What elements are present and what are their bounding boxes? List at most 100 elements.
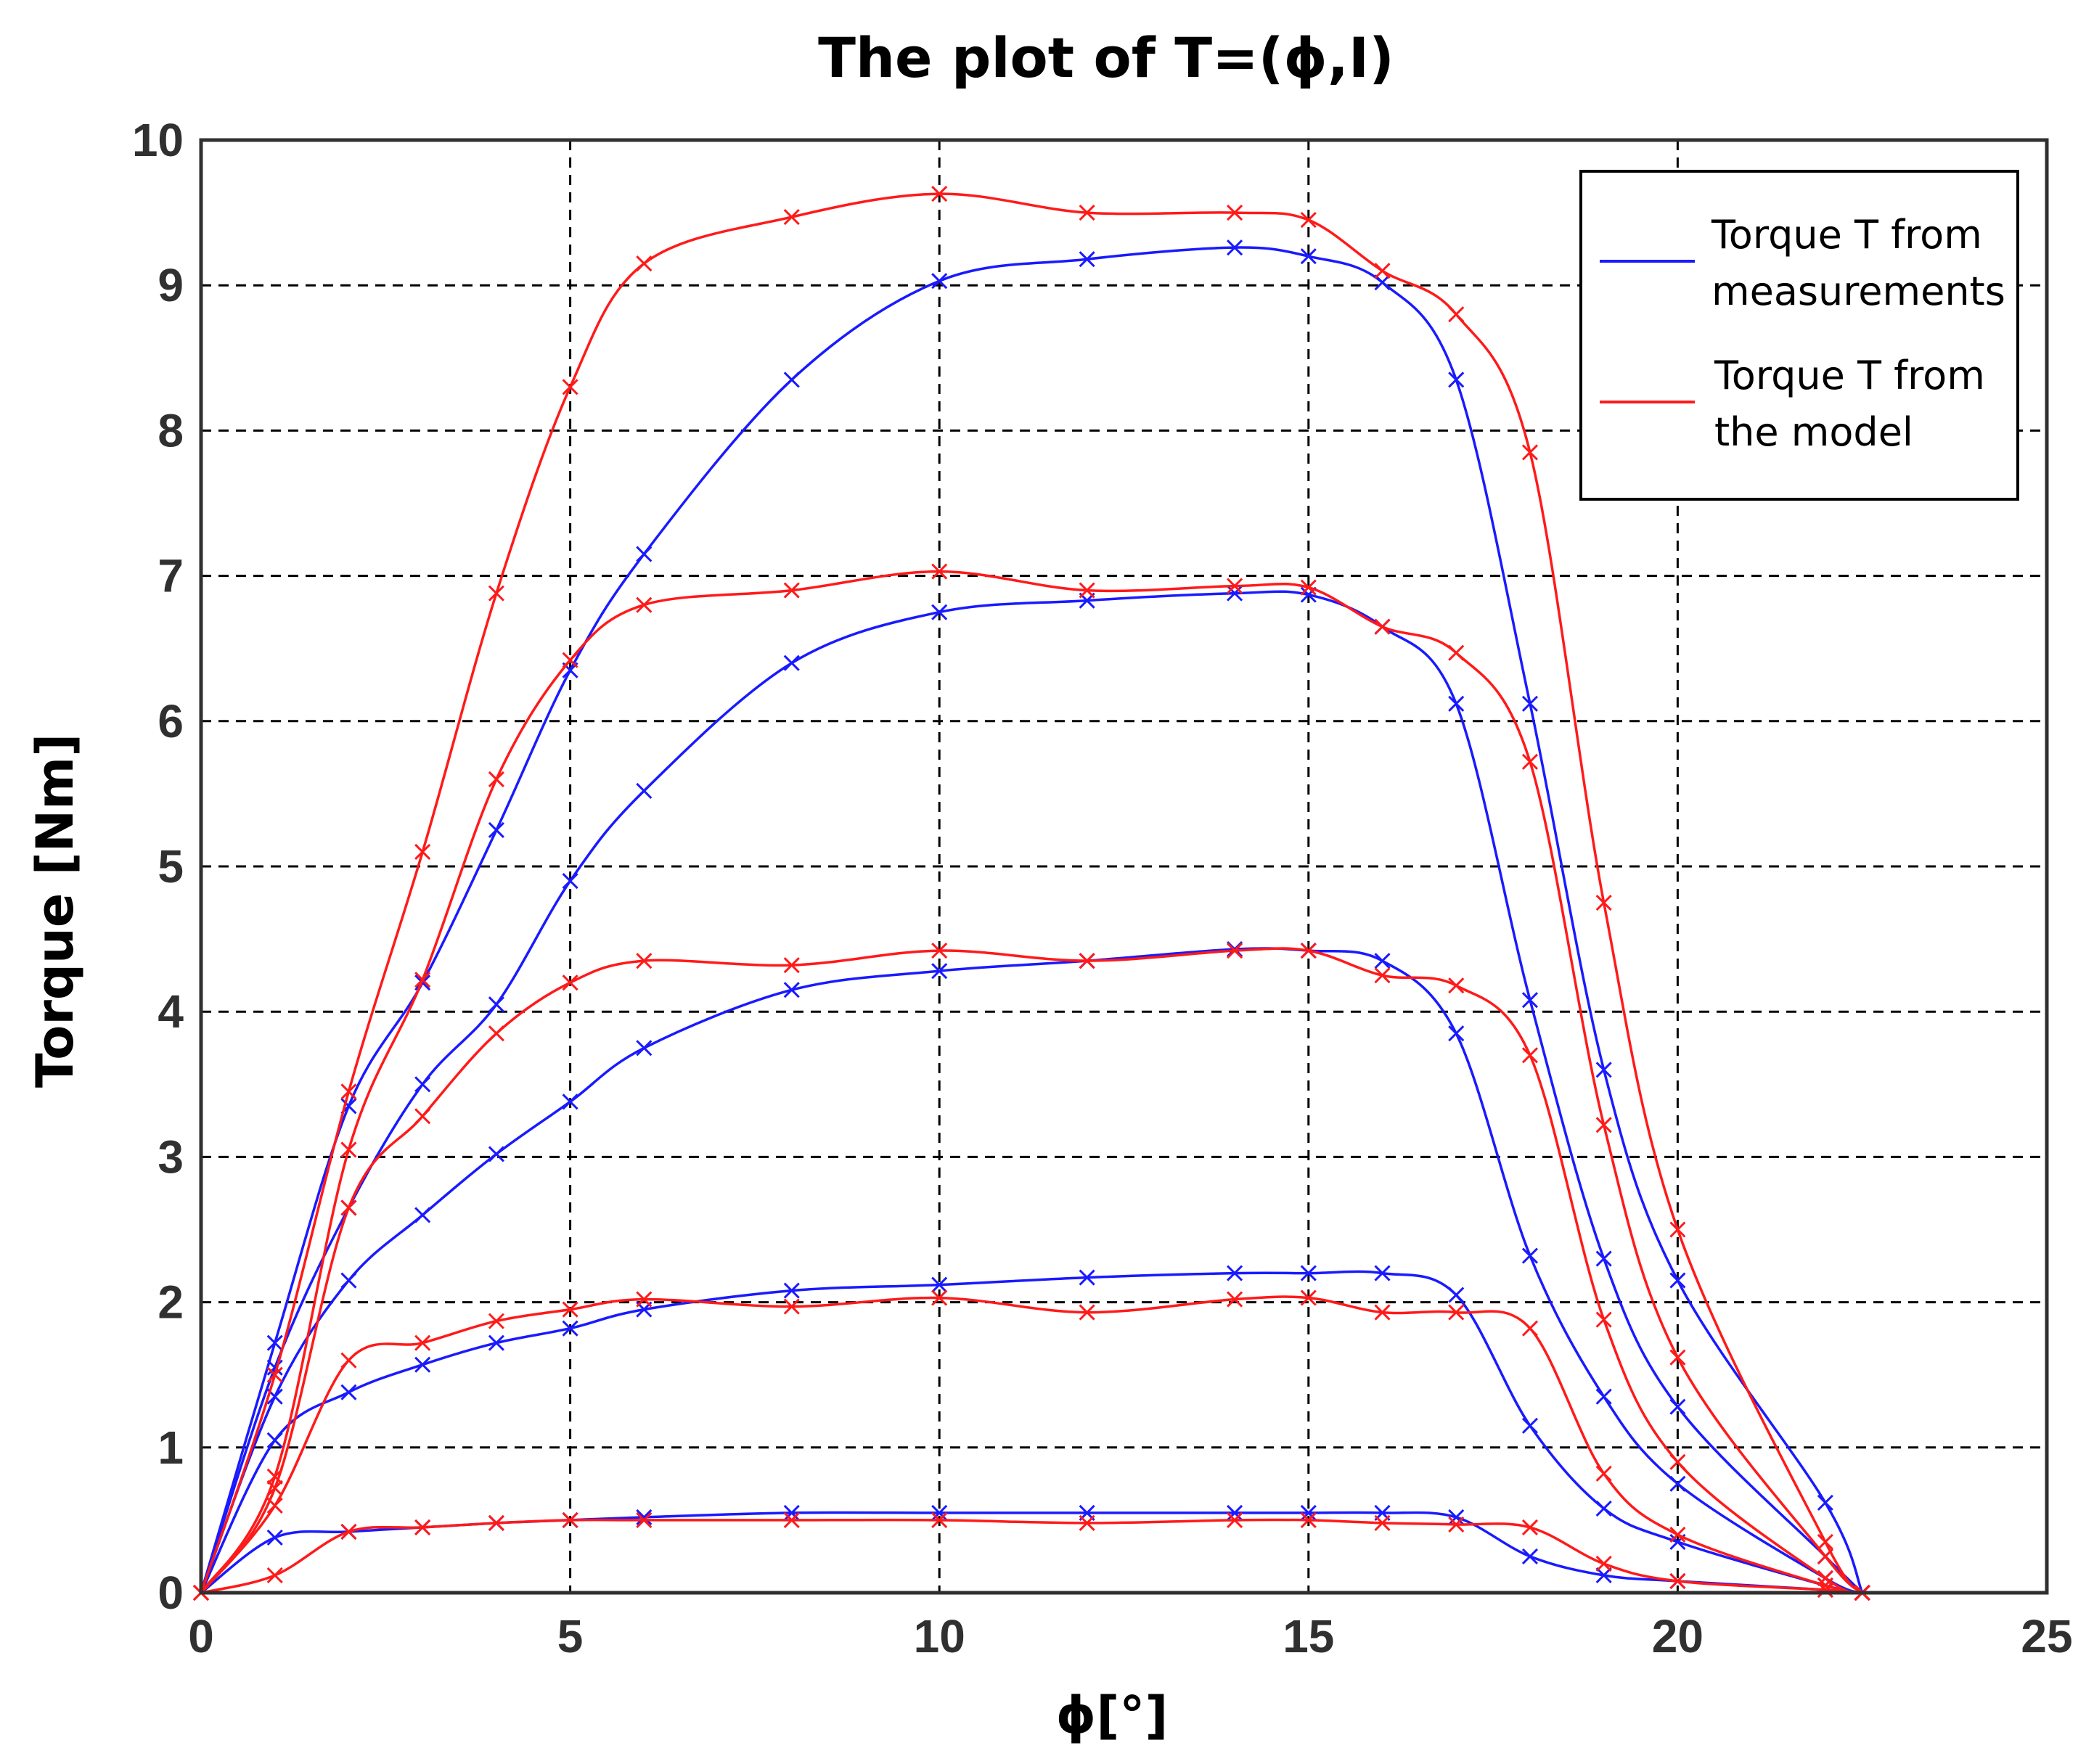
data-point-marker — [414, 1076, 431, 1093]
data-point-marker — [1448, 644, 1465, 661]
data-point-marker — [1448, 1516, 1465, 1533]
data-point-marker — [1448, 695, 1465, 712]
data-point-marker — [1521, 1247, 1539, 1264]
data-point-marker — [783, 1504, 800, 1521]
data-point-marker — [1227, 1504, 1243, 1521]
y-tick-label: 3 — [158, 1131, 184, 1183]
legend-label-measurements-line1: Torque T from — [1711, 212, 1982, 258]
data-point-marker — [488, 821, 504, 839]
data-point-marker — [488, 1313, 504, 1329]
data-point-marker — [931, 963, 948, 980]
legend-label-model-line2: the model — [1714, 409, 1913, 455]
data-point-marker — [1374, 1304, 1391, 1321]
y-tick-label: 7 — [158, 550, 184, 602]
data-point-marker — [1227, 943, 1243, 959]
data-point-marker — [488, 996, 504, 1013]
series-line-model — [200, 1295, 1864, 1594]
data-point-marker — [1817, 1570, 1833, 1587]
data-point-marker — [1521, 444, 1539, 461]
data-point-marker — [783, 957, 800, 974]
data-point-marker — [1669, 1526, 1686, 1543]
legend: Torque T from measurements Torque T from… — [1579, 170, 2019, 501]
data-point-marker — [1300, 1265, 1317, 1281]
data-point-marker — [266, 1366, 283, 1383]
data-point-marker — [1595, 1555, 1612, 1572]
tick-labels: 0 5 10 15 20 25 0 1 2 3 4 5 6 7 8 9 10 — [132, 114, 2073, 1662]
data-point-marker — [414, 1207, 431, 1223]
series-model-5 — [192, 1511, 1870, 1601]
data-point-marker — [636, 1040, 653, 1057]
data-point-marker — [1669, 1475, 1686, 1492]
data-point-marker — [1521, 1320, 1539, 1337]
series-line-measurements — [200, 947, 1864, 1594]
data-point-marker — [636, 953, 653, 969]
data-point-marker — [1227, 585, 1243, 602]
data-point-marker — [340, 1272, 357, 1289]
x-tick-label: 25 — [2021, 1610, 2072, 1662]
y-tick-label: 8 — [158, 404, 184, 456]
data-point-marker — [266, 1529, 283, 1546]
data-point-marker — [1595, 1311, 1612, 1328]
data-point-marker — [1595, 1062, 1612, 1078]
x-tick-label: 5 — [557, 1610, 584, 1662]
data-point-marker — [931, 604, 948, 620]
data-point-marker — [488, 1146, 504, 1162]
data-point-marker — [340, 1083, 357, 1100]
data-point-marker — [1300, 248, 1317, 265]
data-point-marker — [1079, 1304, 1095, 1321]
data-point-marker — [562, 975, 578, 991]
data-point-marker — [1669, 1398, 1686, 1415]
data-point-marker — [1521, 753, 1539, 770]
y-axis-label: Torque [Nm] — [25, 734, 85, 1088]
data-point-marker — [931, 1289, 948, 1306]
data-point-marker — [783, 655, 800, 671]
data-point-marker — [266, 1468, 283, 1485]
data-point-marker — [1374, 274, 1391, 291]
data-point-marker — [1079, 953, 1095, 969]
data-point-marker — [1448, 1025, 1465, 1042]
data-point-marker — [1079, 582, 1095, 599]
data-point-marker — [340, 1199, 357, 1216]
data-point-marker — [1374, 618, 1391, 635]
data-point-marker — [1595, 1388, 1612, 1405]
y-tick-label: 4 — [158, 985, 184, 1038]
data-point-marker — [783, 1298, 800, 1315]
data-point-marker — [636, 1511, 653, 1528]
data-point-marker — [1669, 1572, 1686, 1590]
data-point-marker — [636, 1291, 653, 1308]
series-measurements-1 — [192, 1265, 1870, 1601]
data-point-marker — [636, 546, 653, 562]
data-point-marker — [931, 1504, 948, 1521]
data-point-marker — [1374, 1265, 1391, 1281]
data-point-marker — [783, 1511, 800, 1528]
data-point-marker — [488, 771, 504, 787]
series-model-6 — [192, 1289, 1870, 1601]
data-point-marker — [1669, 1453, 1686, 1470]
plot-frame — [199, 138, 2049, 1595]
data-point-marker — [488, 1514, 504, 1531]
data-point-marker — [1448, 1304, 1465, 1321]
x-tick-label: 0 — [188, 1610, 214, 1662]
series-model-9 — [192, 186, 1870, 1601]
data-point-marker — [1595, 1250, 1612, 1267]
data-point-marker — [1521, 1548, 1539, 1565]
data-point-marker — [1817, 1494, 1833, 1511]
data-point-marker — [340, 1141, 357, 1158]
data-point-marker — [1227, 1511, 1243, 1528]
data-point-marker — [562, 1094, 578, 1110]
data-point-marker — [1521, 695, 1539, 712]
data-point-marker — [1448, 1287, 1465, 1303]
data-point-marker — [1300, 579, 1317, 596]
data-point-marker — [340, 1523, 357, 1540]
data-point-marker — [783, 1282, 800, 1299]
x-tick-label: 10 — [914, 1610, 965, 1662]
series-line-model — [200, 192, 1864, 1594]
data-point-marker — [1227, 239, 1243, 256]
data-point-marker — [266, 1334, 283, 1351]
data-point-marker — [1669, 1221, 1686, 1238]
data-point-marker — [266, 1432, 283, 1448]
chart-title: The plot of T=(ϕ,I) — [818, 25, 1394, 90]
legend-label-model-line1: Torque T from — [1714, 353, 1985, 398]
data-point-marker — [414, 972, 431, 988]
